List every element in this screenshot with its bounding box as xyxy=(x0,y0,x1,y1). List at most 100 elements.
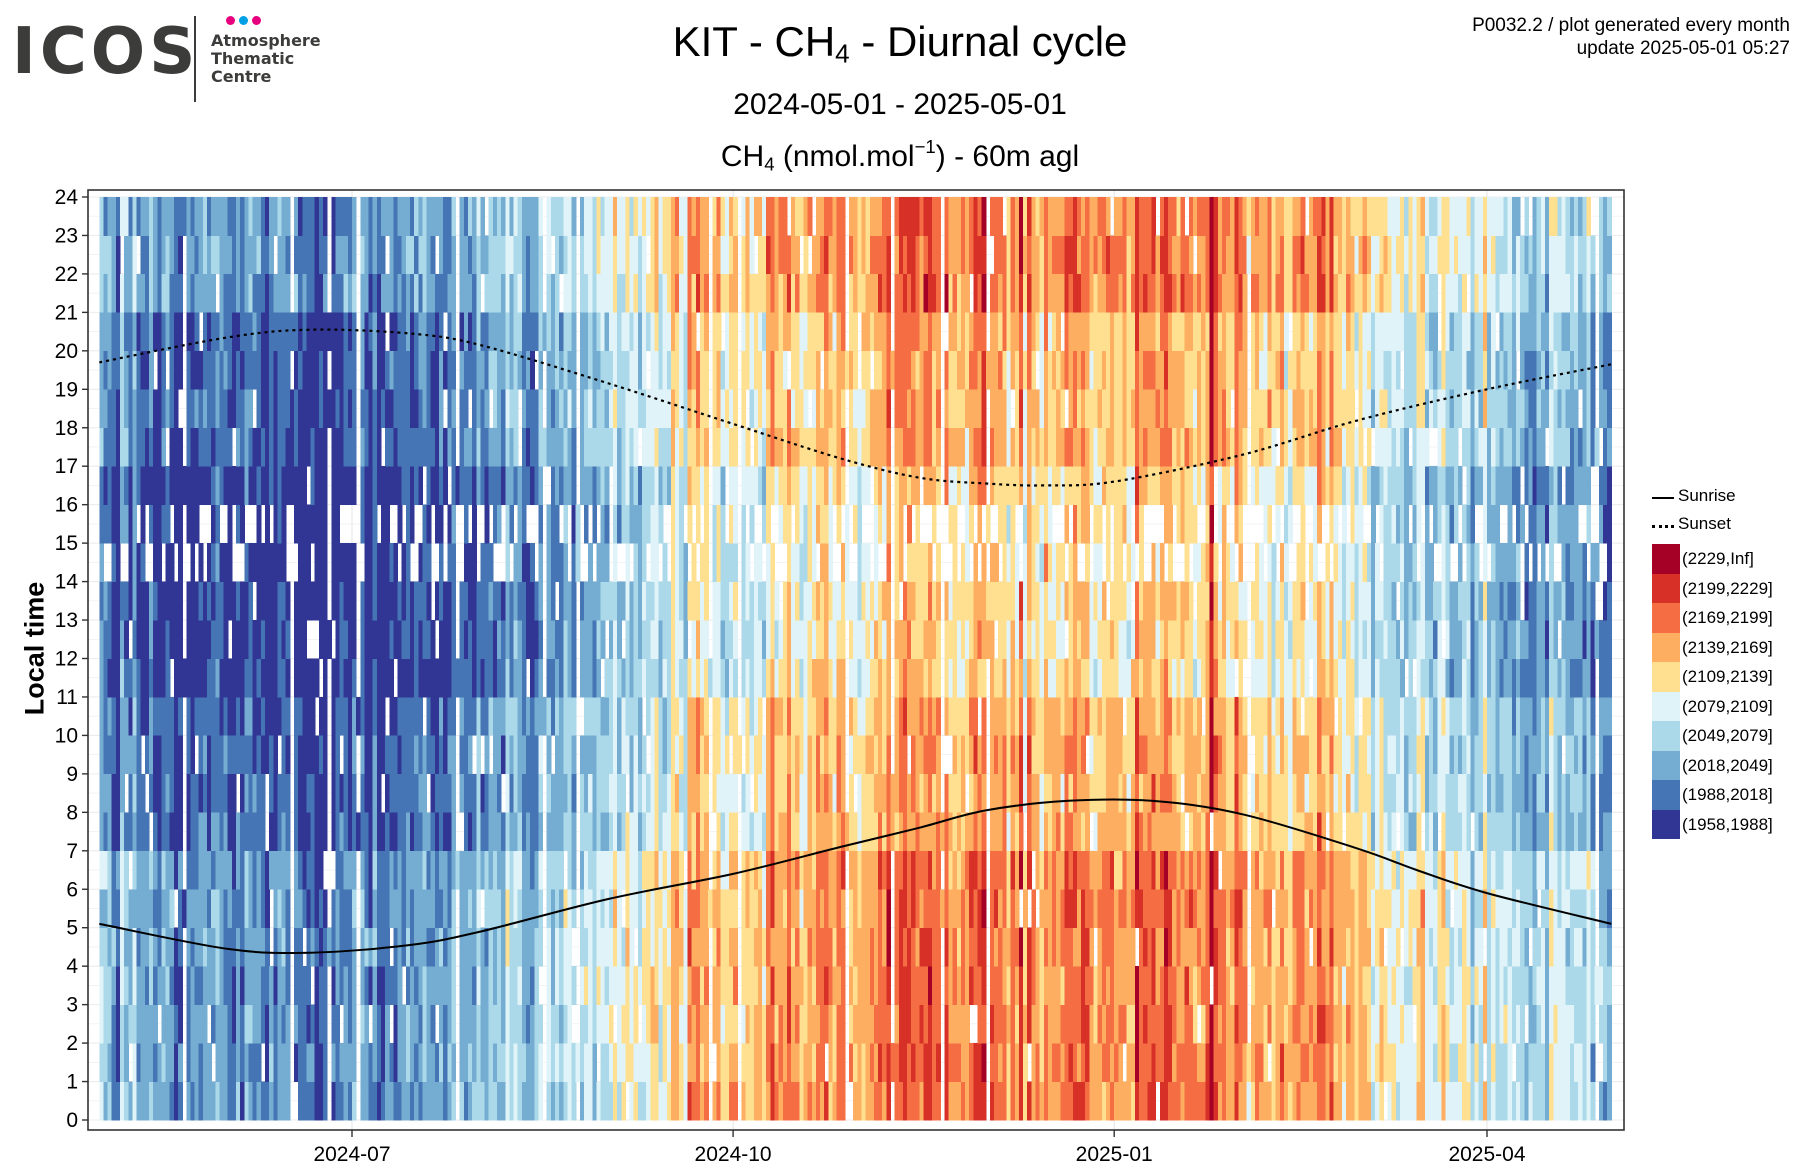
heatmap-cell xyxy=(683,581,689,621)
heatmap-cell xyxy=(111,927,117,967)
heatmap-cell xyxy=(936,197,941,236)
heatmap-cell xyxy=(1039,427,1045,467)
heatmap-cell xyxy=(467,696,473,736)
heatmap-cell xyxy=(240,389,245,429)
heatmap-cell xyxy=(505,850,511,890)
heatmap-cell xyxy=(111,1004,117,1044)
heatmap-cell xyxy=(915,620,921,659)
heatmap-cell xyxy=(434,427,440,467)
heatmap-cell xyxy=(919,1043,925,1082)
heatmap-cell xyxy=(824,850,829,890)
heatmap-cell xyxy=(786,312,792,352)
heatmap-cell xyxy=(716,581,722,621)
heatmap-cell xyxy=(173,696,179,736)
heatmap-cell xyxy=(770,466,776,505)
heatmap-cell xyxy=(650,889,655,929)
heatmap-cell xyxy=(919,696,925,736)
heatmap-cell xyxy=(240,696,245,736)
heatmap-cell xyxy=(422,812,428,852)
heatmap-cell xyxy=(376,235,382,275)
heatmap-cell xyxy=(480,350,486,390)
heatmap-cell xyxy=(505,696,511,736)
heatmap-cell xyxy=(215,504,221,544)
heatmap-cell xyxy=(579,658,585,698)
heatmap-cell xyxy=(666,197,672,236)
heatmap-cell xyxy=(1023,581,1028,621)
heatmap-cell xyxy=(393,581,399,621)
heatmap-cell xyxy=(277,812,283,852)
heatmap-cell xyxy=(815,773,821,813)
heatmap-cell xyxy=(600,773,606,813)
heatmap-cell xyxy=(782,658,788,698)
heatmap-cell xyxy=(443,620,448,659)
heatmap-cell xyxy=(115,889,121,929)
heatmap-cell xyxy=(409,273,415,313)
heatmap-cell xyxy=(699,927,705,967)
heatmap-cell xyxy=(546,581,552,621)
heatmap-cell xyxy=(1010,966,1016,1005)
heatmap-cell xyxy=(281,889,287,929)
heatmap-cell xyxy=(219,850,225,890)
heatmap-cell xyxy=(509,197,515,236)
heatmap-cell xyxy=(352,312,357,352)
heatmap-cell xyxy=(762,735,767,775)
heatmap-cell xyxy=(563,427,568,467)
heatmap-cell xyxy=(1006,504,1012,544)
heatmap-cell xyxy=(936,773,941,813)
heatmap-cell xyxy=(401,466,407,505)
heatmap-cell xyxy=(662,773,668,813)
heatmap-cell xyxy=(451,235,457,275)
heatmap-cell xyxy=(472,504,477,544)
heatmap-cell xyxy=(936,966,941,1005)
heatmap-cell xyxy=(629,620,635,659)
heatmap-cell xyxy=(484,235,490,275)
heatmap-cell xyxy=(662,427,668,467)
heatmap-cell xyxy=(699,1043,705,1082)
heatmap-cell xyxy=(318,504,324,544)
heatmap-cell xyxy=(704,235,709,275)
heatmap-cell xyxy=(989,773,995,813)
heatmap-cell xyxy=(931,927,937,967)
heatmap-cell xyxy=(414,735,419,775)
heatmap-cell xyxy=(579,581,585,621)
heatmap-cell xyxy=(567,658,573,698)
heatmap-cell xyxy=(505,927,511,967)
heatmap-cell xyxy=(882,620,887,659)
heatmap-cell xyxy=(865,312,871,352)
heatmap-cell xyxy=(331,696,337,736)
heatmap-cell xyxy=(256,350,262,390)
heatmap-cell xyxy=(811,966,817,1005)
heatmap-cell xyxy=(381,1004,386,1044)
heatmap-cell xyxy=(749,197,755,236)
heatmap-cell xyxy=(919,927,925,967)
heatmap-cell xyxy=(766,966,771,1005)
heatmap-cell xyxy=(244,389,250,429)
heatmap-cell xyxy=(927,850,933,890)
heatmap-cell xyxy=(749,312,755,352)
heatmap-cell xyxy=(596,581,602,621)
heatmap-cell xyxy=(745,889,751,929)
heatmap-cell xyxy=(393,735,399,775)
heatmap-cell xyxy=(323,1081,328,1121)
heatmap-cell xyxy=(936,1004,941,1044)
heatmap-cell xyxy=(861,966,867,1005)
heatmap-cell xyxy=(323,812,328,852)
heatmap-cell xyxy=(878,966,883,1005)
heatmap-cell xyxy=(277,850,283,890)
heatmap-cell xyxy=(612,812,618,852)
heatmap-cell xyxy=(1023,889,1028,929)
heatmap-cell xyxy=(567,581,573,621)
heatmap-cell xyxy=(318,197,324,236)
heatmap-cell xyxy=(786,658,792,698)
heatmap-cell xyxy=(1031,1081,1037,1121)
heatmap-cell xyxy=(1039,389,1045,429)
heatmap-cell xyxy=(1002,812,1008,852)
heatmap-cell xyxy=(198,350,204,390)
heatmap-cell xyxy=(716,927,722,967)
heatmap-cell xyxy=(161,466,167,505)
heatmap-cell xyxy=(617,850,622,890)
heatmap-cell xyxy=(173,197,179,236)
heatmap-cell xyxy=(409,581,415,621)
heatmap-cell xyxy=(907,197,912,236)
heatmap-cell xyxy=(517,927,523,967)
